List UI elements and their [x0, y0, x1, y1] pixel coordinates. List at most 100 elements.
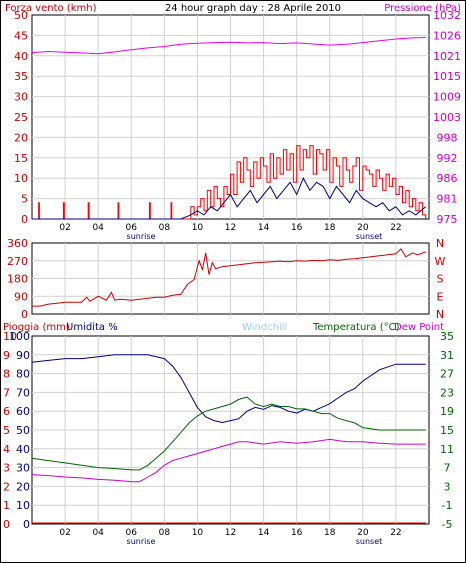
wind-speed-tick: 40 [14, 50, 28, 63]
humidity-tick: 90 [16, 349, 30, 362]
winddir-compass-tick: S [437, 273, 444, 286]
humidity-tick: 0 [23, 518, 30, 531]
humidity-line [31, 354, 426, 424]
winddir-degree-tick: 360 [7, 237, 28, 250]
wind-series [31, 37, 427, 220]
temperature-tick: 15 [440, 424, 454, 437]
pressure-tick: 998 [437, 131, 458, 144]
x-tick-label: 08 [159, 528, 171, 538]
humidity-tick: 100 [9, 330, 30, 343]
sunset-label-top: sunset [356, 232, 383, 241]
x-tick-label: 02 [59, 223, 70, 233]
temperature-tick: 3 [444, 480, 451, 493]
x-tick-label: 02 [59, 528, 70, 538]
pressure-tick: 1021 [433, 50, 461, 63]
wind-x-axis: 02 04 06 08 10 12 14 16 18 20 22 [59, 223, 401, 233]
wind-speed-tick: 30 [14, 91, 28, 104]
x-tick-label: 04 [92, 528, 104, 538]
temperature-tick: -1 [442, 499, 453, 512]
x-tick-label: 16 [291, 223, 303, 233]
rain-tick: 0 [3, 518, 10, 531]
temperature-tick: 19 [440, 405, 454, 418]
pressure-line [31, 37, 426, 55]
x-tick-label: 20 [357, 528, 369, 538]
pressure-tick: 1003 [433, 111, 461, 124]
temperature-tick: 35 [440, 330, 454, 343]
pressure-tick: 975 [437, 213, 458, 226]
rain-tick: 10 [3, 330, 17, 343]
x-tick-label: 06 [126, 223, 138, 233]
winddir-compass-tick: E [437, 290, 444, 303]
winddir-line [32, 248, 426, 307]
wind-speed-tick: 50 [14, 9, 28, 22]
x-tick-label: 10 [192, 223, 204, 233]
sunrise-label-bottom: sunrise [127, 537, 156, 546]
pressure-tick: 992 [437, 152, 458, 165]
pressure-axis-ticks: 975 981 986 992 998 1003 1009 1015 1021 1026 1032 [433, 9, 461, 226]
x-tick-label: 22 [390, 223, 401, 233]
temperature-tick: 27 [440, 368, 454, 381]
temperature-right-ticks: -5 -1 3 7 11 15 19 23 27 31 35 [440, 330, 454, 531]
rain-tick: 8 [3, 368, 10, 381]
wind-speed-tick: 10 [14, 172, 28, 185]
rain-tick: 1 [3, 499, 10, 512]
humidity-tick: 50 [16, 424, 30, 437]
wind-average-line [32, 177, 427, 220]
x-tick-label: 12 [225, 528, 236, 538]
humidity-tick: 70 [16, 386, 30, 399]
chart-date-title: 24 hour graph day : 28 Aprile 2010 [165, 3, 341, 14]
rain-tick: 9 [3, 349, 10, 362]
wind-axis-ticks: 0 5 10 15 20 25 30 35 40 45 50 [14, 9, 28, 226]
dewpoint-line [31, 438, 426, 483]
x-tick-label: 14 [258, 528, 270, 538]
x-tick-label: 16 [291, 528, 303, 538]
winddir-degree-tick: 270 [7, 255, 28, 268]
x-tick-label: 14 [258, 223, 270, 233]
pressure-tick: 1026 [433, 29, 461, 42]
x-tick-label: 22 [390, 528, 401, 538]
x-tick-label: 06 [126, 528, 138, 538]
humidity-tick: 30 [16, 462, 30, 475]
humidity-tick: 40 [16, 443, 30, 456]
temperature-tick: 11 [440, 443, 454, 456]
temperature-tick: 7 [444, 462, 451, 475]
rain-tick: 3 [3, 462, 10, 475]
x-tick-label: 20 [357, 223, 369, 233]
rain-tick: 2 [3, 480, 10, 493]
sunset-label-bottom: sunset [356, 537, 383, 546]
dewpoint-title: Dew Point [394, 322, 444, 333]
temperature-title: Temperatura (°C) [312, 322, 400, 333]
weather-series [31, 354, 426, 524]
rain-tick: 6 [3, 405, 10, 418]
rain-tick: 5 [3, 424, 10, 437]
wind-speed-tick: 20 [14, 131, 28, 144]
wind-speed-tick: 35 [14, 70, 28, 83]
temperature-tick: 23 [440, 386, 454, 399]
wind-speed-tick: 0 [21, 213, 28, 226]
x-tick-label: 18 [324, 528, 336, 538]
sunrise-label-top: sunrise [127, 232, 156, 241]
winddir-compass-tick: W [435, 255, 446, 268]
wind-speed-tick: 25 [14, 111, 28, 124]
x-tick-label: 04 [92, 223, 104, 233]
rain-tick: 4 [3, 443, 10, 456]
temperature-line [31, 396, 426, 471]
pressure-tick: 986 [437, 172, 458, 185]
winddir-degree-ticks: 0 90 180 270 360 [7, 237, 28, 321]
rain-title: Pioggia (mm) [3, 322, 70, 333]
winddir-series [32, 248, 426, 307]
wind-pressure-panel: Forza vento (kmh) 24 hour graph day : 28… [5, 3, 461, 241]
humidity-title: Umidita % [66, 322, 118, 333]
x-tick-label: 18 [324, 223, 336, 233]
temperature-tick: -5 [442, 518, 453, 531]
pressure-title: Pressione (hPa) [384, 3, 461, 14]
winddir-compass-tick: N [436, 308, 444, 321]
wind-speed-tick: 5 [21, 193, 28, 206]
winddir-compass-tick: N [436, 237, 444, 250]
x-tick-label: 12 [225, 223, 236, 233]
pressure-tick: 1032 [433, 9, 461, 22]
windchill-title: Windchill [242, 322, 287, 333]
